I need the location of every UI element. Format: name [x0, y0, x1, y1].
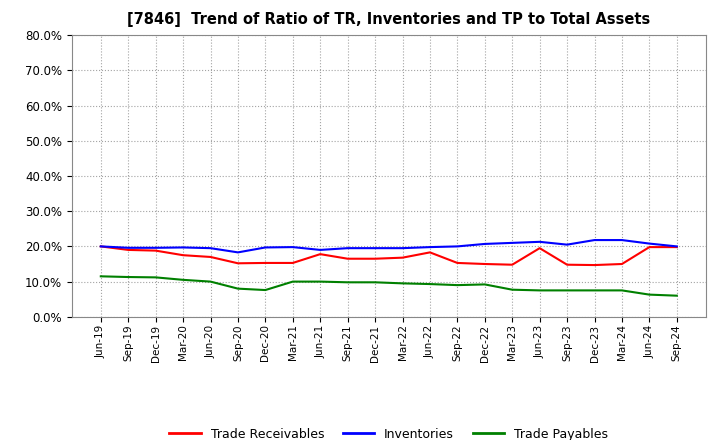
Trade Payables — [289, 279, 297, 284]
Trade Receivables — [672, 245, 681, 250]
Inventories — [453, 244, 462, 249]
Trade Payables — [453, 282, 462, 288]
Trade Receivables — [289, 260, 297, 266]
Line: Inventories: Inventories — [101, 240, 677, 253]
Trade Payables — [590, 288, 599, 293]
Inventories — [371, 246, 379, 251]
Inventories — [151, 245, 160, 250]
Inventories — [618, 238, 626, 243]
Trade Payables — [398, 281, 407, 286]
Inventories — [289, 245, 297, 250]
Trade Receivables — [343, 256, 352, 261]
Trade Payables — [124, 275, 132, 280]
Trade Receivables — [590, 262, 599, 268]
Trade Receivables — [371, 256, 379, 261]
Inventories — [96, 244, 105, 249]
Trade Receivables — [426, 250, 434, 255]
Trade Receivables — [563, 262, 572, 268]
Trade Payables — [536, 288, 544, 293]
Inventories — [426, 245, 434, 250]
Inventories — [206, 246, 215, 251]
Inventories — [398, 246, 407, 251]
Inventories — [261, 245, 270, 250]
Trade Receivables — [233, 260, 242, 266]
Trade Receivables — [261, 260, 270, 266]
Trade Receivables — [398, 255, 407, 260]
Inventories — [536, 239, 544, 245]
Trade Receivables — [536, 246, 544, 251]
Line: Trade Receivables: Trade Receivables — [101, 246, 677, 265]
Inventories — [343, 246, 352, 251]
Inventories — [590, 238, 599, 243]
Trade Payables — [618, 288, 626, 293]
Title: [7846]  Trend of Ratio of TR, Inventories and TP to Total Assets: [7846] Trend of Ratio of TR, Inventories… — [127, 12, 650, 27]
Trade Payables — [261, 287, 270, 293]
Trade Receivables — [316, 252, 325, 257]
Inventories — [124, 245, 132, 250]
Trade Payables — [480, 282, 489, 287]
Trade Receivables — [508, 262, 516, 268]
Trade Payables — [508, 287, 516, 292]
Line: Trade Payables: Trade Payables — [101, 276, 677, 296]
Inventories — [563, 242, 572, 247]
Trade Receivables — [179, 253, 187, 258]
Inventories — [645, 241, 654, 246]
Trade Payables — [343, 280, 352, 285]
Inventories — [480, 241, 489, 246]
Trade Receivables — [124, 247, 132, 253]
Inventories — [672, 244, 681, 249]
Trade Payables — [179, 277, 187, 282]
Trade Payables — [206, 279, 215, 284]
Trade Payables — [151, 275, 160, 280]
Trade Receivables — [480, 261, 489, 267]
Trade Receivables — [453, 260, 462, 266]
Trade Receivables — [151, 248, 160, 253]
Trade Payables — [96, 274, 105, 279]
Trade Payables — [233, 286, 242, 291]
Trade Receivables — [645, 245, 654, 250]
Trade Payables — [563, 288, 572, 293]
Trade Payables — [672, 293, 681, 298]
Inventories — [316, 247, 325, 253]
Inventories — [179, 245, 187, 250]
Trade Payables — [645, 292, 654, 297]
Trade Payables — [316, 279, 325, 284]
Legend: Trade Receivables, Inventories, Trade Payables: Trade Receivables, Inventories, Trade Pa… — [164, 423, 613, 440]
Inventories — [233, 250, 242, 255]
Trade Receivables — [618, 261, 626, 267]
Trade Payables — [371, 280, 379, 285]
Trade Payables — [426, 282, 434, 287]
Trade Receivables — [96, 244, 105, 249]
Inventories — [508, 240, 516, 246]
Trade Receivables — [206, 254, 215, 260]
